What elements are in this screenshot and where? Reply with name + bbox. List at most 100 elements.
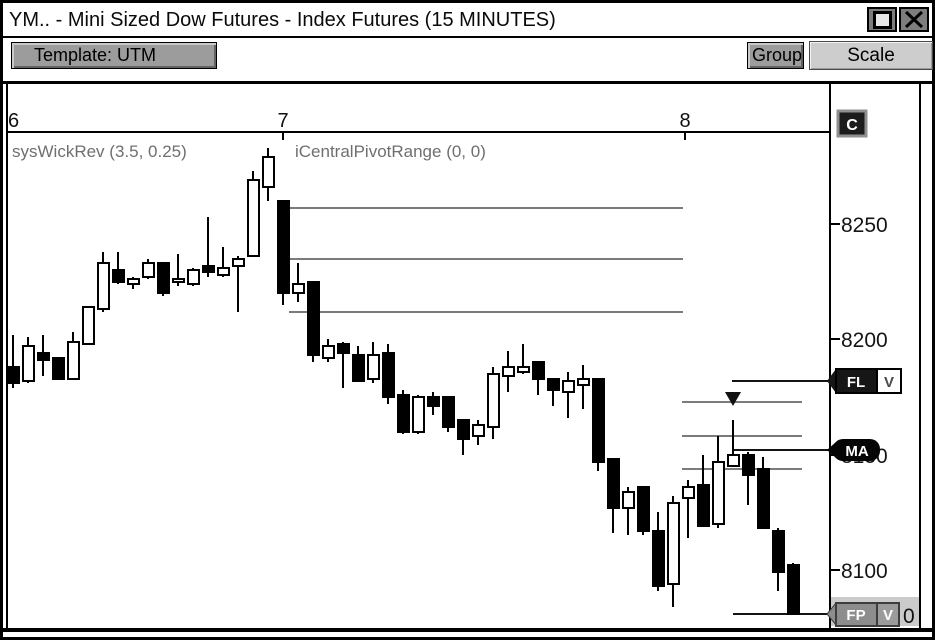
candle [787, 563, 800, 615]
candle-body-up [232, 258, 245, 267]
candle [67, 332, 80, 380]
candle-body-up [262, 156, 275, 188]
candle [427, 392, 440, 415]
indicator-label: sysWickRev (3.5, 0.25) [12, 142, 187, 161]
candle-body-up [712, 461, 725, 525]
candle-body-down [757, 468, 770, 529]
candle [532, 361, 545, 395]
sell-marker-icon [725, 392, 741, 406]
candle-body-down [112, 269, 125, 283]
candle [232, 256, 245, 312]
candle-body-down [532, 361, 545, 380]
fp-v-box[interactable] [876, 602, 900, 627]
candle [757, 457, 770, 529]
candle-wick [237, 256, 239, 312]
candle [742, 452, 755, 505]
fp-v-label: V [883, 607, 893, 624]
candle-wick [12, 335, 14, 388]
fp-badge-label: FP [846, 607, 865, 624]
candle [697, 455, 710, 527]
candle [367, 342, 380, 383]
candle [307, 281, 320, 362]
candle [247, 171, 260, 257]
candle-body-up [97, 262, 110, 310]
candle [442, 396, 455, 432]
candle [457, 419, 470, 455]
candle [142, 259, 155, 279]
maximize-icon [872, 10, 892, 29]
candle-body-up [502, 366, 515, 377]
candle-body-down [157, 262, 170, 294]
fp-level-line [733, 613, 830, 615]
candle-body-down [337, 343, 350, 354]
c-badge[interactable] [836, 109, 868, 138]
candle-wick [222, 247, 224, 277]
candle [52, 357, 65, 380]
candle-body-up [517, 366, 530, 373]
candle [487, 367, 500, 439]
candle [352, 346, 365, 382]
candle-body-down [7, 366, 20, 384]
candle-wick [522, 344, 524, 374]
y-axis-tick [831, 338, 840, 340]
toolbar: Template: UTM Group Scale [3, 38, 933, 84]
axis-right-border [919, 81, 921, 628]
y-axis-tick [831, 223, 840, 225]
x-axis-label: 8 [679, 110, 690, 132]
fl-v-label: V [884, 374, 894, 391]
fl-badge[interactable] [835, 368, 878, 394]
candle-wick [567, 372, 569, 418]
candle [592, 378, 605, 471]
fl-v-box[interactable] [876, 368, 902, 394]
candle-body-down [442, 396, 455, 428]
candle-body-up [22, 345, 35, 382]
candle [607, 458, 620, 533]
candle [172, 254, 185, 286]
ma-badge[interactable] [833, 439, 880, 461]
candle-body-down [547, 378, 560, 391]
group-button[interactable]: Group [747, 42, 804, 69]
candle-body-up [142, 262, 155, 278]
maximize-button[interactable] [867, 7, 897, 32]
x-axis-tick [684, 131, 686, 140]
candle-body-down [382, 352, 395, 398]
candle-body-down [397, 394, 410, 433]
candle [127, 277, 140, 289]
x-axis-label: 6 [8, 110, 19, 132]
candle-wick [687, 480, 689, 538]
candle [472, 420, 485, 445]
candle-wick [582, 365, 584, 409]
candle [187, 268, 200, 286]
candle-body-down [637, 486, 650, 532]
candle-body-up [127, 278, 140, 285]
candle-wick [732, 420, 734, 466]
candle-body-down [457, 419, 470, 440]
candle-body-up [247, 179, 260, 257]
y-axis-tick [831, 569, 840, 571]
candle-body-down [277, 200, 290, 294]
candle-body-up [562, 380, 575, 393]
pivot-central-line [289, 258, 683, 260]
fp-value-label: 0 [903, 605, 915, 628]
price-chart[interactable]: 6 7 8 sysWickRev (3.5, 0.25) iCentralPivotRa… [3, 81, 932, 632]
candle-body-up [172, 278, 185, 283]
x-axis-tick [282, 131, 284, 140]
x-axis-line [6, 131, 830, 133]
fl-badge-label: FL [847, 374, 865, 391]
candle [157, 262, 170, 296]
candle [202, 217, 215, 277]
candle-wick [207, 217, 209, 277]
candle [22, 337, 35, 383]
candle [337, 342, 350, 388]
close-button[interactable] [899, 7, 929, 32]
fl-badge-tip [827, 369, 836, 393]
template-button[interactable]: Template: UTM [11, 42, 217, 69]
scale-button[interactable]: Scale [809, 41, 933, 70]
candle-body-up [577, 378, 590, 386]
candle-body-up [67, 341, 80, 380]
candle-body-down [37, 352, 50, 361]
candle [7, 335, 20, 388]
titlebar[interactable]: YM.. - Mini Sized Dow Futures - Index Fu… [3, 3, 932, 38]
price-label-8100: 8100 [841, 560, 888, 583]
candle-body-down [742, 454, 755, 476]
